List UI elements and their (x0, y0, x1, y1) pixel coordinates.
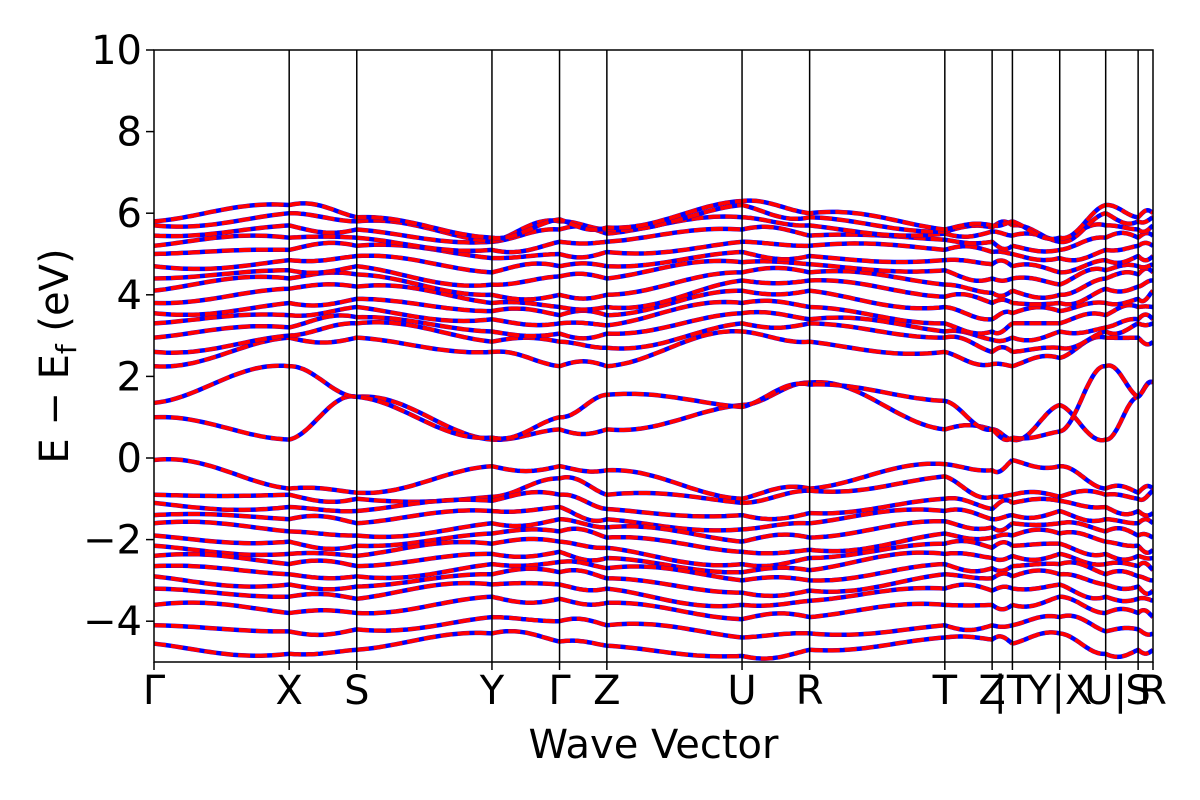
band-line-dashed (154, 629, 1153, 661)
y-tick-label: 10 (91, 28, 142, 74)
band-line-dashed (154, 559, 1153, 583)
x-tick-label: Y|X (1026, 668, 1092, 714)
band-line-dashed (154, 581, 1153, 609)
x-tick-label: U (727, 668, 756, 714)
band-line-dashed (154, 278, 1153, 312)
y-tick-label: 0 (117, 436, 142, 482)
x-tick-label: Γ (548, 668, 571, 714)
y-tick-label: 4 (117, 273, 142, 319)
band-line-dashed (154, 613, 1153, 640)
band-line-dashed (154, 298, 1153, 336)
x-tick-label: X (275, 668, 302, 714)
band-line-dashed (154, 594, 1153, 622)
x-axis-label: Wave Vector (529, 722, 780, 768)
plot-frame (153, 49, 1154, 663)
band-line-solid (154, 320, 1153, 355)
band-line-dashed (154, 288, 1153, 322)
band-line-dashed (154, 363, 1153, 442)
x-tick-label: T (932, 668, 958, 714)
y-tick-label: 2 (117, 354, 142, 400)
x-tick-label: R (796, 668, 824, 714)
band-line-dashed (154, 566, 1153, 598)
y-tick-label: −2 (83, 518, 142, 564)
y-axis-label: E − Ef (eV) (32, 248, 83, 463)
band-line-solid (154, 363, 1153, 443)
y-axis-label-subscript: f (50, 343, 83, 354)
high-symmetry-lines (288, 50, 1139, 662)
band-line-dashed (154, 526, 1153, 556)
x-tick-label: S (1125, 668, 1150, 714)
band-line-dashed (154, 250, 1153, 275)
x-axis-ticks: Γ X S Y Γ Z U R T Z|TY|XU|SR (143, 662, 1167, 714)
y-tick-label: 8 (117, 110, 142, 156)
y-axis-label-main: E − E (32, 354, 78, 464)
band-line-dashed (154, 549, 1153, 575)
x-tick-label: Γ (143, 668, 166, 714)
band-line-dashed (154, 537, 1153, 568)
x-tick-label: Y (479, 668, 505, 714)
band-lines (154, 198, 1153, 661)
x-tick-label: S (344, 668, 369, 714)
y-tick-label: 6 (117, 191, 142, 237)
y-axis-ticks: −4 −2 0 2 4 6 8 10 (83, 28, 154, 645)
y-axis-label-unit: (eV) (32, 248, 78, 344)
band-line-dashed (154, 224, 1153, 255)
band-line-dashed (154, 310, 1153, 344)
band-line-dashed (154, 320, 1153, 355)
x-tick-label: Z (978, 668, 1005, 714)
band-line-dashed (154, 266, 1153, 302)
band-line-dashed (154, 517, 1153, 544)
x-tick-label: Z (593, 668, 620, 714)
band-line-dashed (154, 258, 1153, 288)
band-line-dashed (154, 505, 1153, 533)
x-tick-label: U| (1084, 668, 1127, 714)
x-tick-label: R (1139, 668, 1167, 714)
y-tick-label: −4 (83, 599, 142, 645)
band-line-dashed (154, 490, 1153, 522)
x-tick-label: |T (993, 668, 1031, 714)
band-line-dashed (154, 379, 1153, 443)
band-line-dashed (154, 239, 1153, 263)
